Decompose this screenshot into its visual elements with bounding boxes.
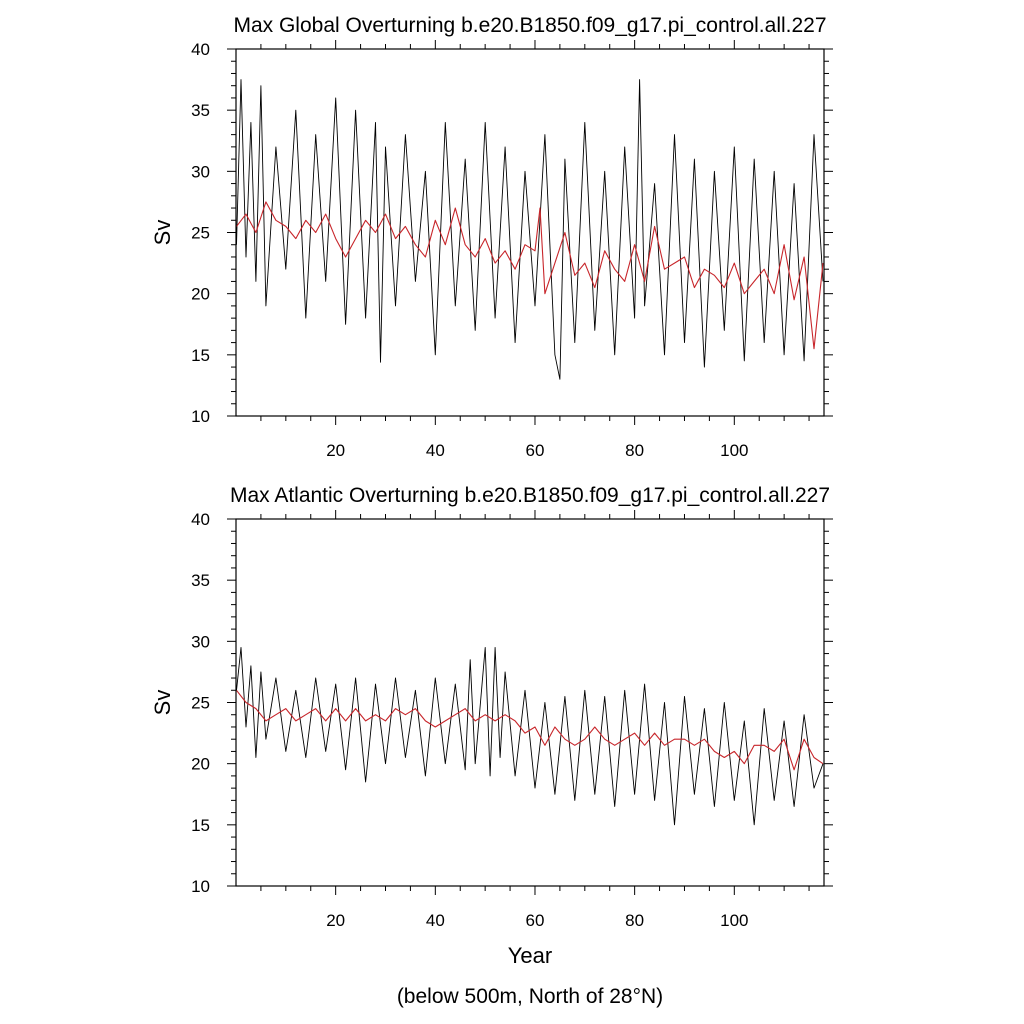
y-tick-label: 10 bbox=[191, 407, 210, 426]
chart-title: Max Global Overturning b.e20.B1850.f09_g… bbox=[233, 14, 826, 37]
y-tick-label: 20 bbox=[191, 755, 210, 774]
plot-frame bbox=[235, 518, 825, 887]
x-tick-label: 80 bbox=[625, 911, 644, 930]
footnote: (below 500m, North of 28°N) bbox=[397, 985, 663, 1008]
x-tick-label: 20 bbox=[326, 911, 345, 930]
y-tick-label: 30 bbox=[191, 162, 210, 181]
x-tick-label: 100 bbox=[720, 441, 748, 460]
y-tick-label: 35 bbox=[191, 571, 210, 590]
y-tick-label: 40 bbox=[191, 510, 210, 529]
y-axis-label: Sv bbox=[150, 220, 175, 246]
series-line-monthly bbox=[236, 79, 824, 380]
x-tick-label: 100 bbox=[720, 911, 748, 930]
x-axis-label: Year bbox=[508, 943, 552, 968]
y-tick-label: 25 bbox=[191, 224, 210, 243]
y-tick-label: 30 bbox=[191, 632, 210, 651]
y-axis-label: Sv bbox=[150, 690, 175, 716]
plot-frame bbox=[235, 48, 825, 417]
y-tick-label: 10 bbox=[191, 877, 210, 896]
y-tick-label: 20 bbox=[191, 285, 210, 304]
series-line-monthly bbox=[236, 647, 824, 826]
chart-title: Max Atlantic Overturning b.e20.B1850.f09… bbox=[230, 484, 830, 507]
x-tick-label: 20 bbox=[326, 441, 345, 460]
y-tick-label: 15 bbox=[191, 346, 210, 365]
x-tick-label: 60 bbox=[526, 911, 545, 930]
y-tick-label: 40 bbox=[191, 40, 210, 59]
x-tick-label: 40 bbox=[426, 911, 445, 930]
x-tick-label: 80 bbox=[625, 441, 644, 460]
x-tick-label: 40 bbox=[426, 441, 445, 460]
y-tick-label: 35 bbox=[191, 101, 210, 120]
y-tick-label: 15 bbox=[191, 816, 210, 835]
y-tick-label: 25 bbox=[191, 694, 210, 713]
series-line-annual-mean bbox=[236, 201, 824, 350]
x-tick-label: 60 bbox=[526, 441, 545, 460]
chart-panel-1: Max Global Overturning b.e20.B1850.f09_g… bbox=[150, 14, 833, 460]
series-line-annual-mean bbox=[236, 689, 824, 771]
chart-panel-2: Max Atlantic Overturning b.e20.B1850.f09… bbox=[150, 484, 833, 968]
